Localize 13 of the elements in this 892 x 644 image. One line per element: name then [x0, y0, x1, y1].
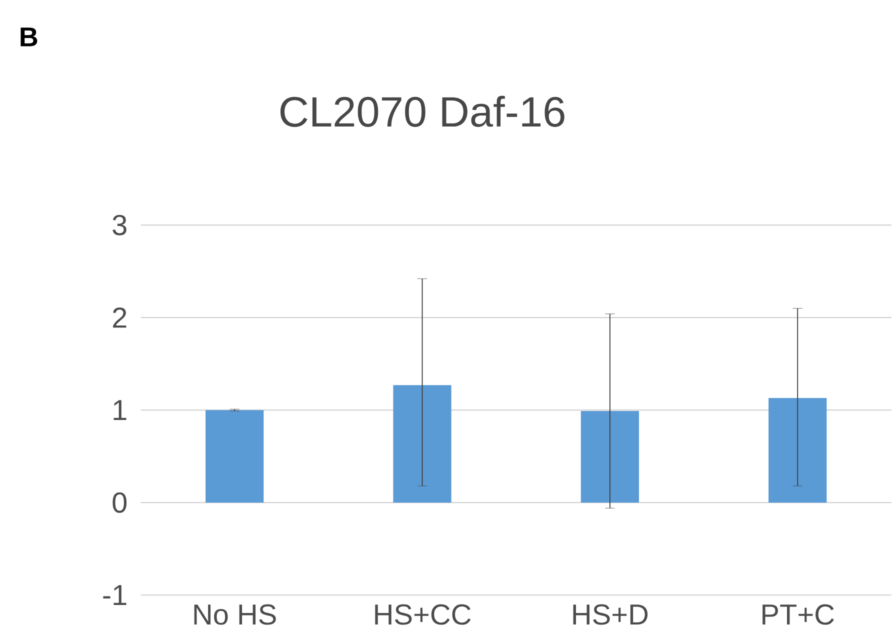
- x-tick-label: PT+C: [762, 604, 834, 625]
- y-tick-label: 0: [112, 492, 127, 513]
- x-tick-label: HS+CC: [375, 604, 471, 625]
- y-tick-label: 2: [113, 307, 126, 328]
- y-tick-label: 1: [114, 400, 126, 420]
- y-tick-label: -1: [103, 585, 126, 605]
- text: B: [20, 28, 38, 46]
- bar: [206, 410, 264, 503]
- chart-title: CL2070 Daf-16: [280, 96, 564, 127]
- x-tick-label: No HS: [194, 604, 276, 625]
- y-tick-label: 3: [112, 214, 126, 236]
- x-tick-label: HS+D: [573, 604, 648, 625]
- bar: [580, 410, 639, 503]
